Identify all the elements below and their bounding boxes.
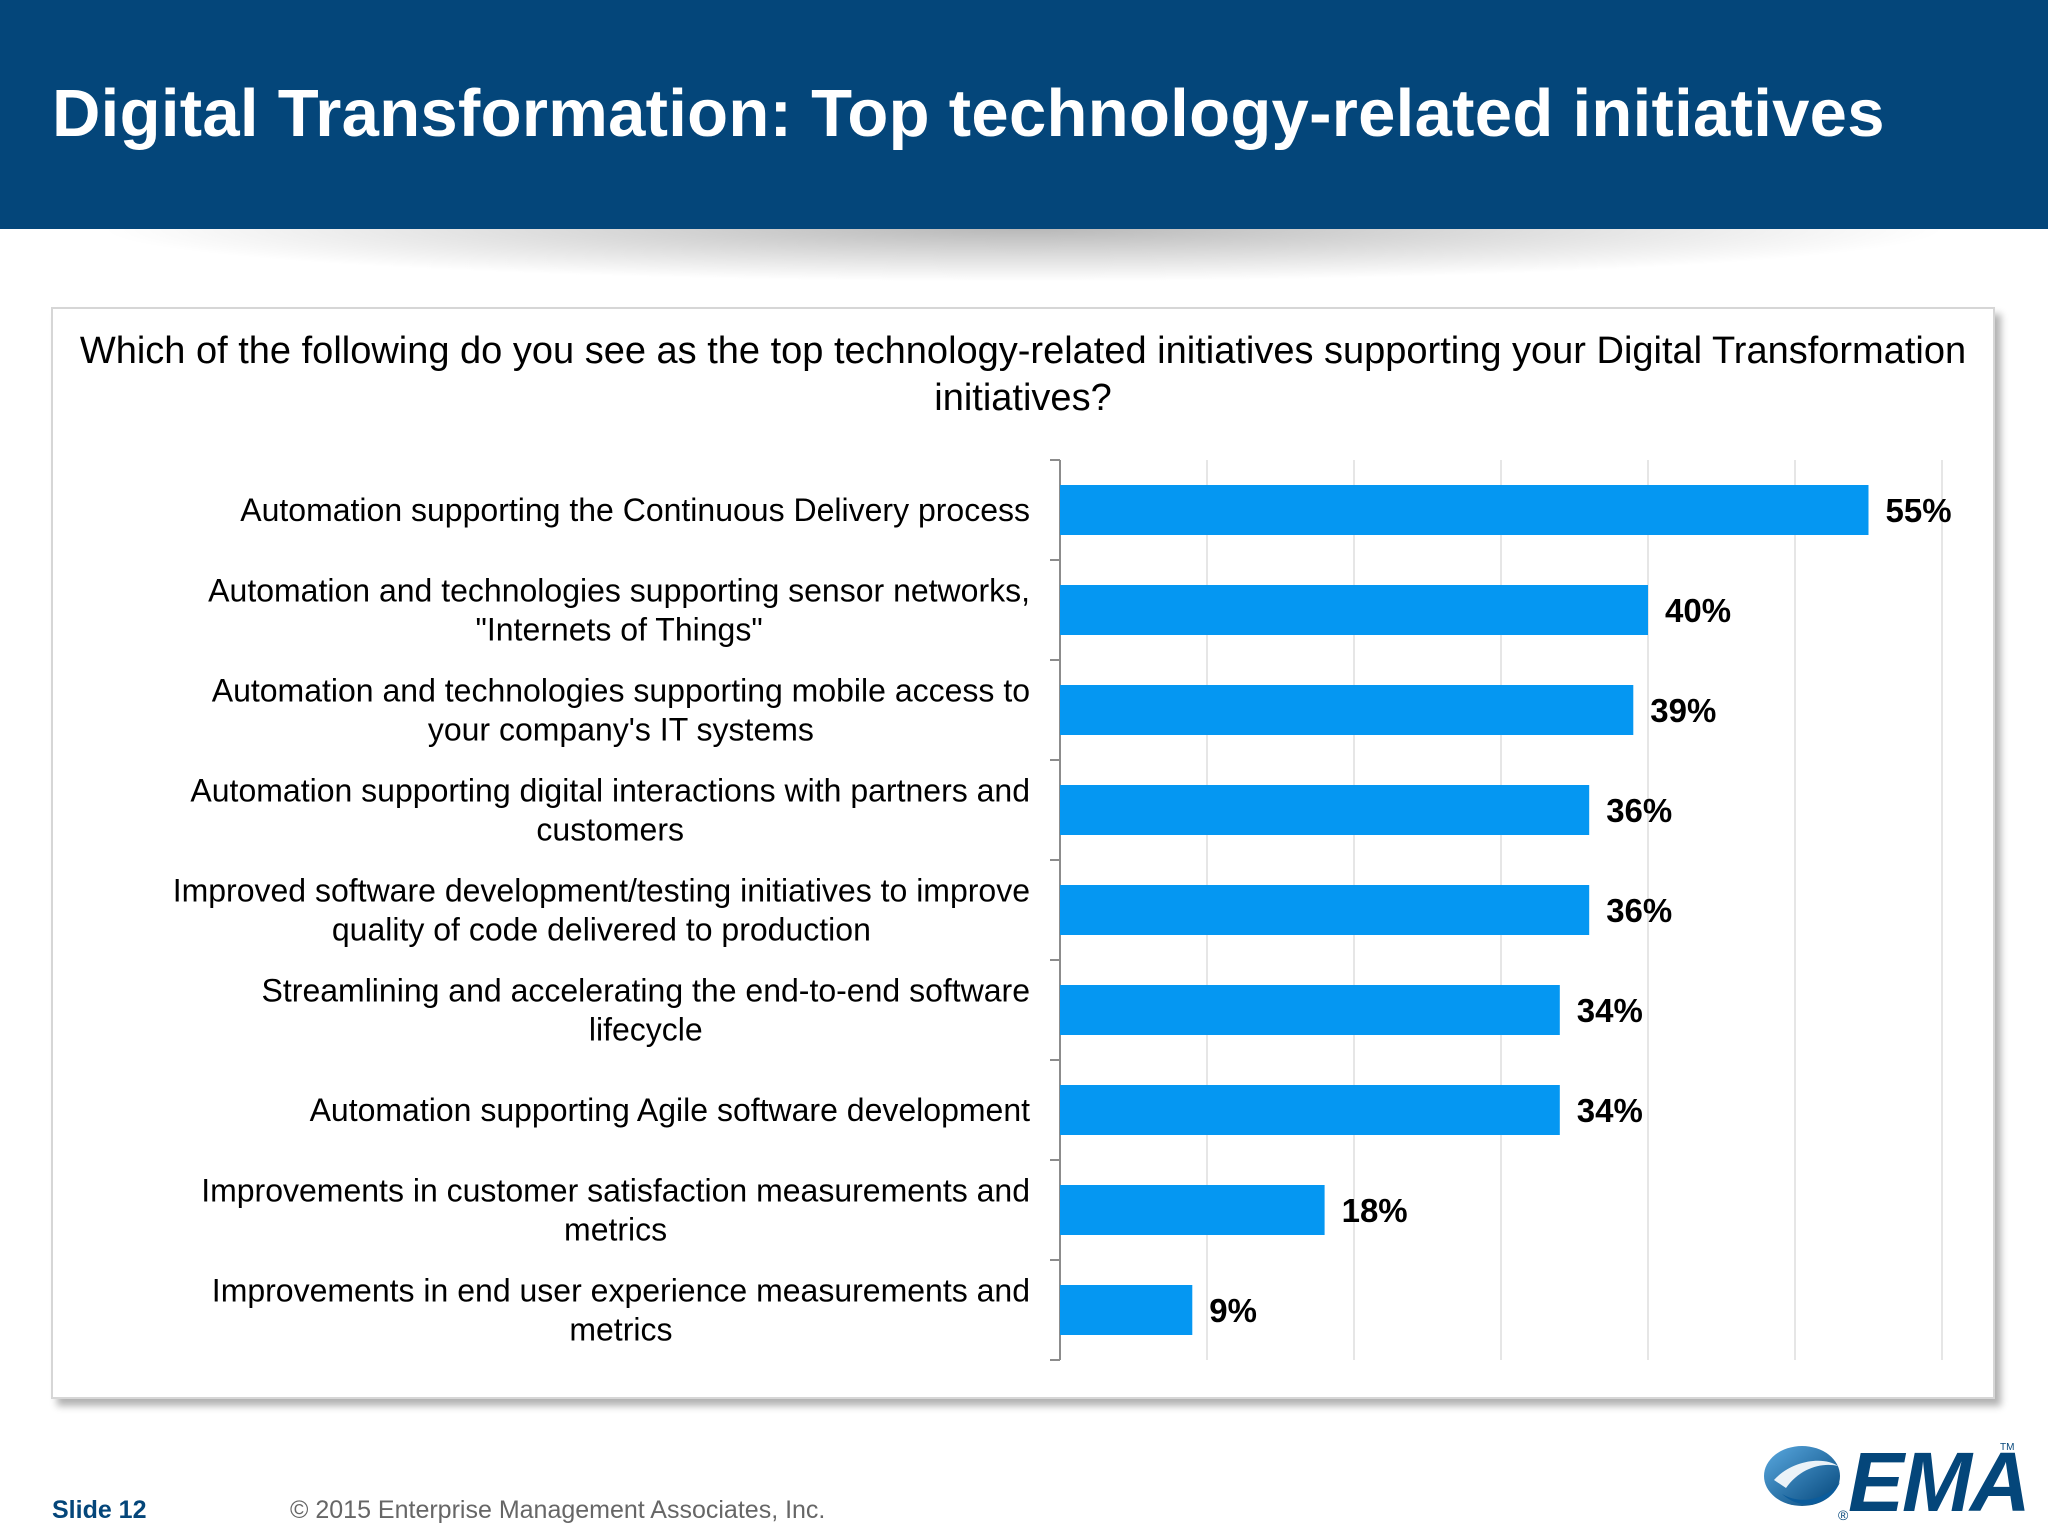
category-label-line: Streamlining and accelerating the end-to… xyxy=(262,973,1030,1009)
bar-value-label: 18% xyxy=(1342,1192,1408,1229)
bar-value-label: 40% xyxy=(1665,592,1731,629)
bar xyxy=(1060,485,1869,535)
category-label-line: Automation supporting digital interactio… xyxy=(190,773,1030,809)
ema-logo-text: EMA xyxy=(1848,1435,2031,1529)
category-label-line: metrics xyxy=(569,1312,672,1348)
bar-value-label: 39% xyxy=(1650,692,1716,729)
trademark-mark: TM xyxy=(2000,1442,2015,1453)
bar-value-label: 36% xyxy=(1606,792,1672,829)
survey-question: Which of the following do you see as the… xyxy=(79,330,1967,419)
category-label-line: lifecycle xyxy=(589,1012,703,1048)
slide-number: Slide 12 xyxy=(52,1496,147,1524)
category-label-line: Automation and technologies supporting m… xyxy=(212,673,1030,709)
category-label: Automation supporting digital interactio… xyxy=(190,773,1030,848)
ema-swirl-icon: ® xyxy=(1764,1446,1849,1523)
category-label-line: customers xyxy=(536,812,684,848)
registered-mark: ® xyxy=(1838,1507,1849,1523)
header-shadow xyxy=(0,229,2048,299)
bar-value-label: 34% xyxy=(1577,992,1643,1029)
bar xyxy=(1060,585,1648,635)
bar xyxy=(1060,1285,1193,1335)
bar xyxy=(1060,1085,1560,1135)
category-label-line: Improvements in customer satisfaction me… xyxy=(201,1173,1030,1209)
category-label-line: Improved software development/testing in… xyxy=(173,873,1030,909)
category-label-line: Improvements in end user experience meas… xyxy=(212,1273,1030,1309)
category-label-line: metrics xyxy=(564,1212,667,1248)
bar xyxy=(1060,885,1590,935)
category-label: Improvements in customer satisfaction me… xyxy=(201,1173,1030,1248)
category-label-line: "Internets of Things" xyxy=(476,612,763,648)
ema-logo: ® EMA TM xyxy=(1752,1436,2031,1528)
copyright-notice: © 2015 Enterprise Management Associates,… xyxy=(290,1496,826,1524)
category-label-line: your company's IT systems xyxy=(428,712,814,748)
category-label: Automation supporting Agile software dev… xyxy=(310,1092,1031,1128)
slide-header: Digital Transformation: Top technology-r… xyxy=(0,0,2048,229)
bar xyxy=(1060,785,1590,835)
bar xyxy=(1060,685,1634,735)
category-label-line: quality of code delivered to production xyxy=(332,912,871,948)
category-label: Improvements in end user experience meas… xyxy=(212,1273,1030,1348)
bar-value-label: 36% xyxy=(1606,892,1672,929)
bar-value-label: 9% xyxy=(1209,1292,1257,1329)
bar-value-label: 34% xyxy=(1577,1092,1643,1129)
category-label: Improved software development/testing in… xyxy=(173,873,1030,948)
bar xyxy=(1060,1185,1325,1235)
category-label-line: Automation supporting Agile software dev… xyxy=(310,1092,1031,1128)
bar-value-label: 55% xyxy=(1886,492,1952,529)
category-label: Streamlining and accelerating the end-to… xyxy=(262,973,1030,1048)
bar xyxy=(1060,985,1560,1035)
category-label: Automation and technologies supporting s… xyxy=(208,573,1030,648)
category-label-line: Automation supporting the Continuous Del… xyxy=(240,492,1030,528)
category-label: Automation and technologies supporting m… xyxy=(212,673,1030,748)
category-label-line: Automation and technologies supporting s… xyxy=(208,573,1030,609)
category-label: Automation supporting the Continuous Del… xyxy=(240,492,1030,528)
slide-title: Digital Transformation: Top technology-r… xyxy=(52,76,1885,151)
